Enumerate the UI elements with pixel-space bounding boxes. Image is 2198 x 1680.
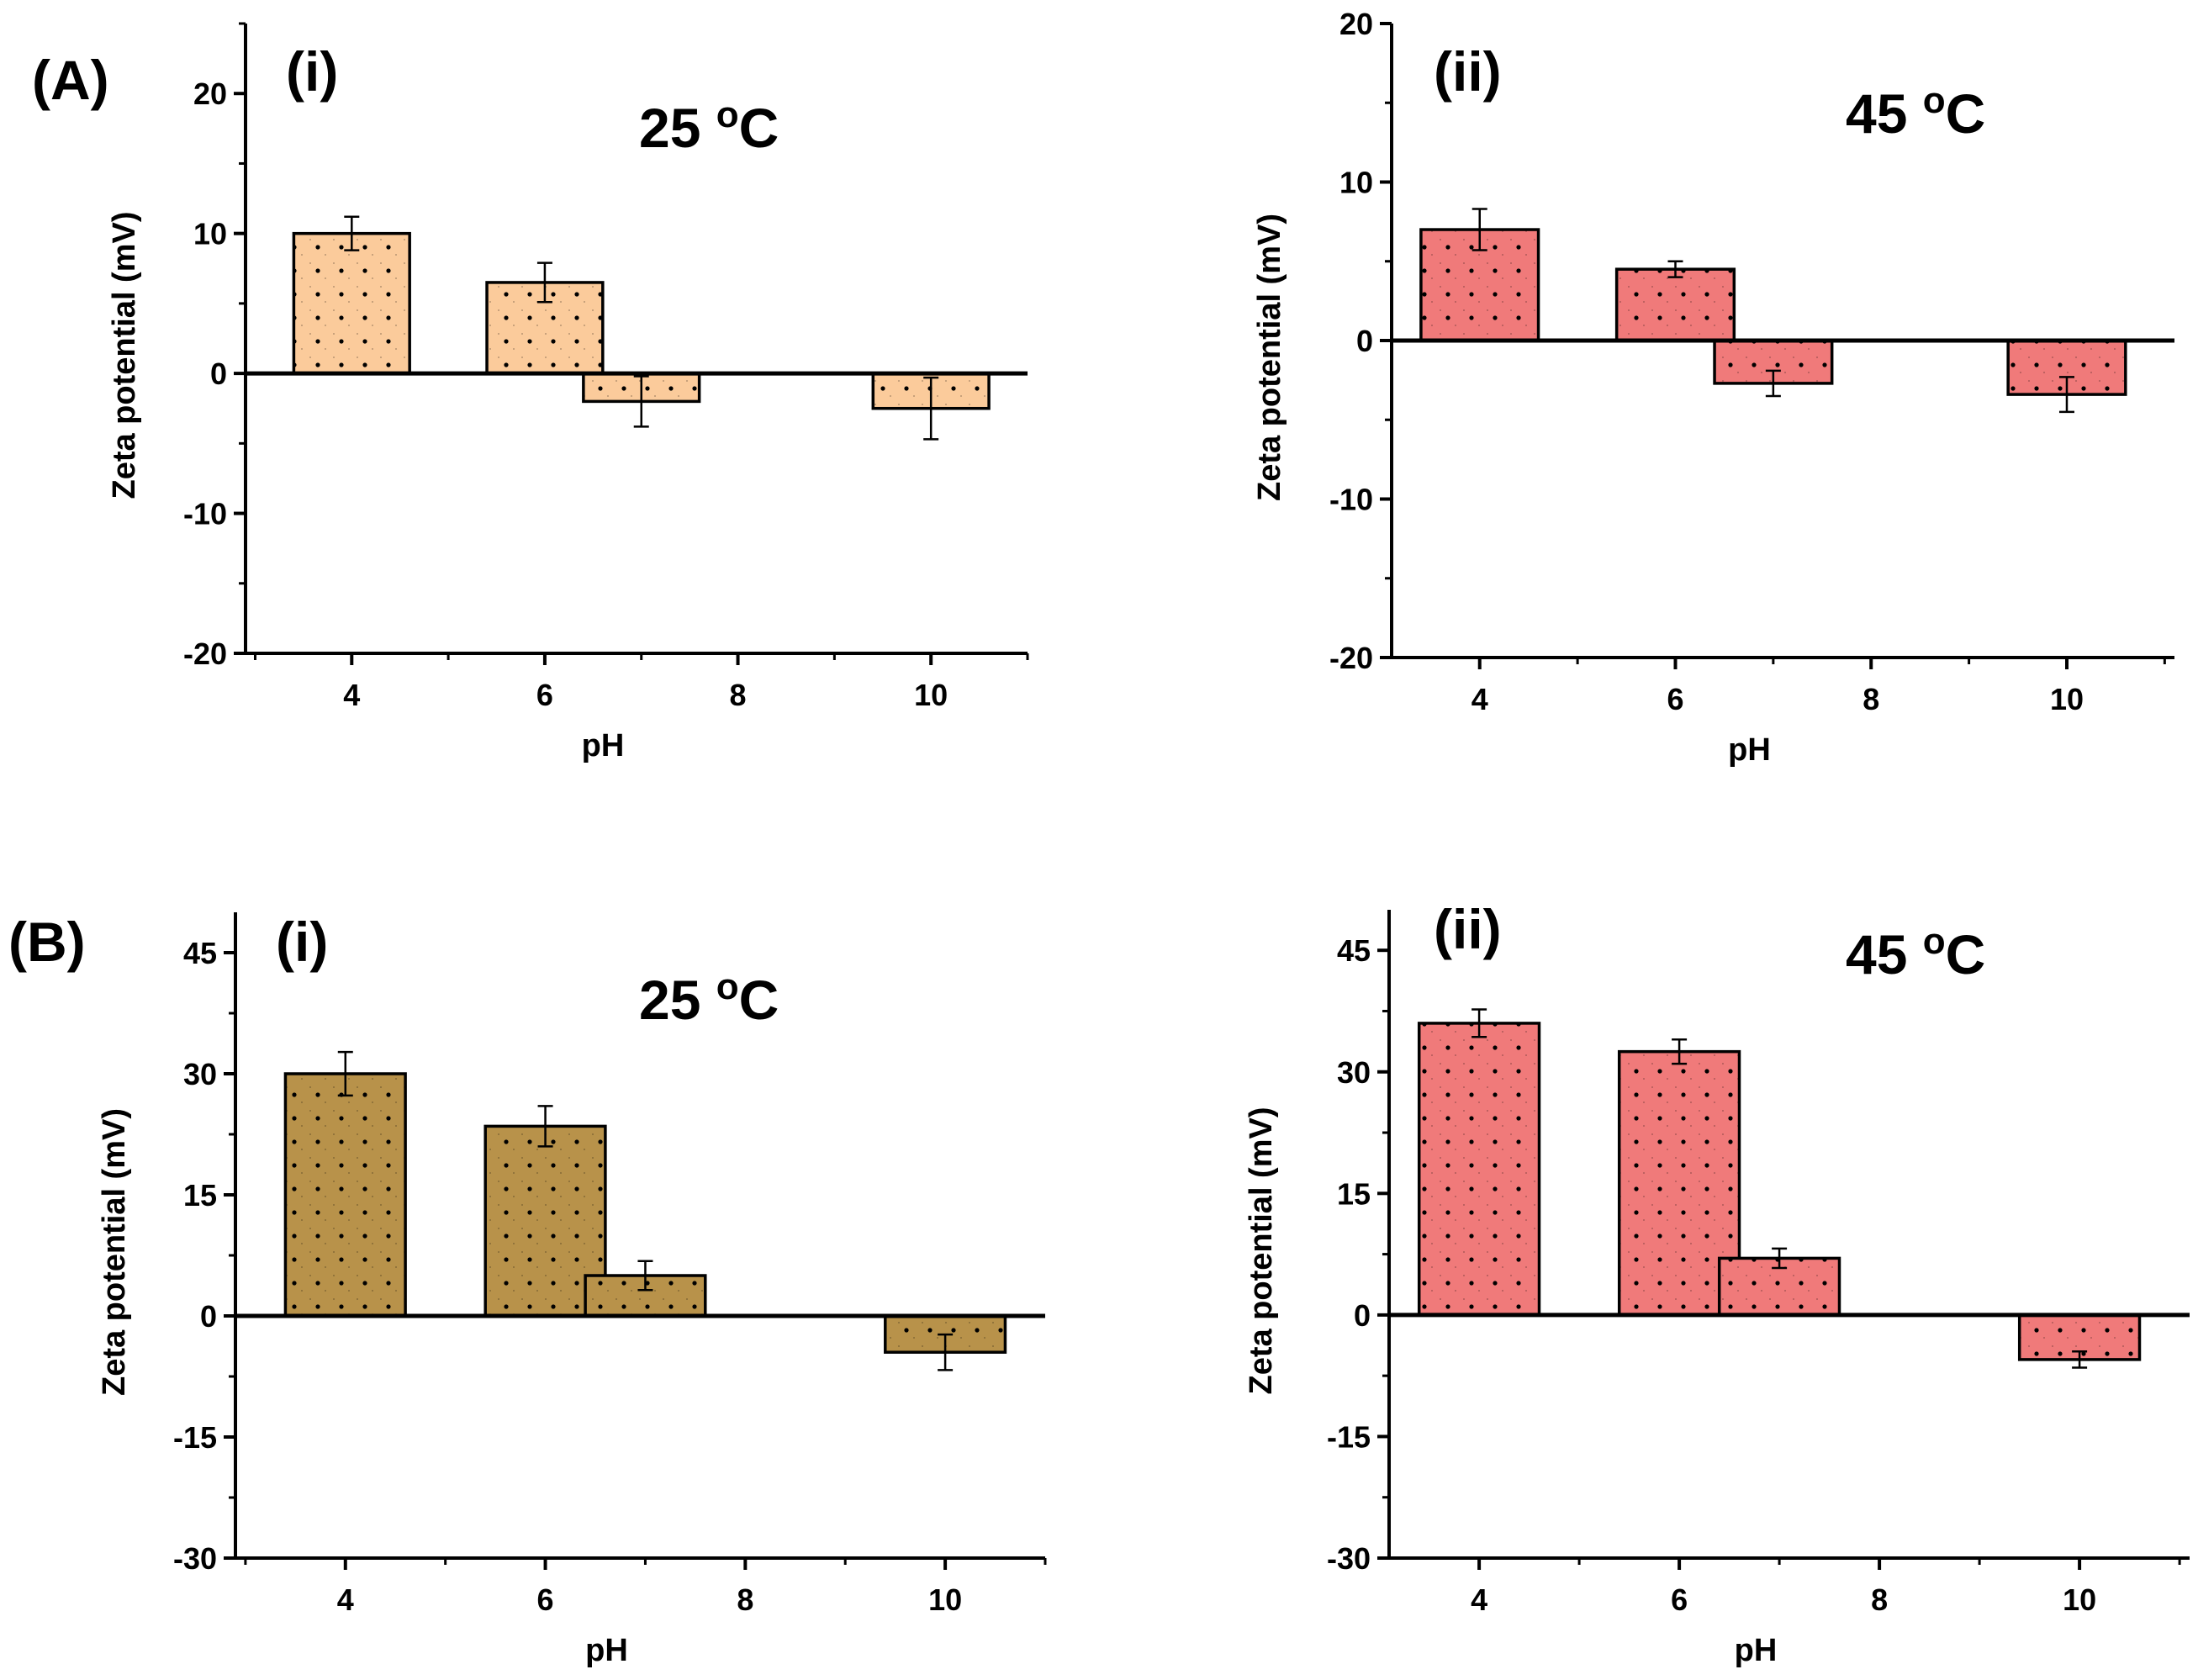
temperature-label: 25 oC bbox=[639, 94, 779, 159]
y-tick-label: 15 bbox=[183, 1178, 217, 1212]
error-bar-ph-6 bbox=[536, 262, 552, 304]
x-tick-label: 6 bbox=[1667, 682, 1683, 716]
x-tick-label: 8 bbox=[1871, 1582, 1888, 1617]
temperature-label: 45 oC bbox=[1846, 921, 1985, 985]
x-tick-label: 8 bbox=[737, 1582, 753, 1617]
y-axis-title: Zeta potential (mV) bbox=[1244, 1107, 1279, 1394]
sub-panel-label: (ii) bbox=[1434, 40, 1502, 103]
chart-2: -20 -10 0 10 20 4 6 8 10 pH Zeta potential (mV) (ii… bbox=[1252, 7, 2174, 768]
y-tick-label: 45 bbox=[1337, 933, 1371, 968]
bar-ph-4 bbox=[292, 231, 411, 375]
y-tick-label: -20 bbox=[183, 637, 227, 671]
error-bar-ph-4 bbox=[344, 215, 360, 251]
error-bar-ph-4 bbox=[337, 1050, 353, 1097]
error-bar-ph-7 bbox=[1772, 1247, 1788, 1270]
y-tick-label: 0 bbox=[210, 357, 227, 391]
bar-ph-6 bbox=[1614, 267, 1736, 342]
chart-panels: -20 -10 0 10 20 4 6 8 10 pH Zeta potential (mV) (i)… bbox=[97, 7, 2190, 1668]
y-axis-title: Zeta potential (mV) bbox=[97, 1108, 132, 1396]
error-bar-ph-10 bbox=[2058, 376, 2074, 414]
y-tick-label: 0 bbox=[200, 1299, 217, 1334]
y-tick-label: 10 bbox=[193, 217, 227, 251]
x-tick-label: 10 bbox=[914, 678, 948, 712]
y-axis-title: Zeta potential (mV) bbox=[107, 211, 142, 499]
temperature-label: 25 oC bbox=[639, 966, 779, 1031]
y-tick-label: -10 bbox=[1329, 483, 1373, 517]
y-tick-label: 0 bbox=[1354, 1298, 1371, 1333]
x-axis-title: pH bbox=[1735, 1633, 1778, 1668]
error-bar-ph-6 bbox=[1672, 1038, 1688, 1065]
error-bar-ph-10 bbox=[2072, 1350, 2088, 1369]
x-tick-label: 10 bbox=[928, 1582, 962, 1617]
y-tick-label: 15 bbox=[1337, 1176, 1371, 1211]
y-tick-label: -15 bbox=[1327, 1419, 1371, 1454]
x-tick-label: 10 bbox=[2063, 1582, 2096, 1617]
y-tick-label: 20 bbox=[1339, 7, 1373, 41]
x-axis-title: pH bbox=[585, 1633, 628, 1668]
y-tick-label: 45 bbox=[183, 936, 217, 970]
y-tick-label: 20 bbox=[193, 77, 227, 111]
temperature-label: 45 oC bbox=[1846, 80, 1985, 145]
chart-3: -30 -15 0 15 30 45 4 6 8 10 pH Zeta potential (mV) (… bbox=[97, 911, 1047, 1668]
panel-label-a: (A) bbox=[32, 49, 109, 111]
bar-ph-6 bbox=[1617, 1049, 1741, 1317]
x-tick-label: 6 bbox=[1671, 1582, 1688, 1617]
y-tick-label: -30 bbox=[1327, 1541, 1371, 1576]
x-tick-label: 10 bbox=[2050, 682, 2084, 716]
error-bar-ph-4 bbox=[1471, 208, 1487, 251]
panel-label-b: (B) bbox=[8, 911, 86, 973]
error-bar-ph-7 bbox=[637, 1260, 653, 1292]
error-bar-ph-6 bbox=[537, 1105, 553, 1148]
y-tick-label: -20 bbox=[1329, 641, 1373, 675]
y-tick-label: -15 bbox=[173, 1420, 217, 1455]
bar-ph-4 bbox=[1417, 1022, 1541, 1317]
error-bar-ph-10 bbox=[923, 376, 939, 441]
y-tick-label: 30 bbox=[1337, 1055, 1371, 1090]
chart-1: -20 -10 0 10 20 4 6 8 10 pH Zeta potential (mV) (i)… bbox=[107, 22, 1029, 763]
y-tick-label: -10 bbox=[183, 497, 227, 531]
y-tick-label: 0 bbox=[1356, 324, 1373, 358]
chart-4: -30 -15 0 15 30 45 4 6 8 10 pH Zeta potential (mV) (… bbox=[1244, 898, 2190, 1668]
x-tick-label: 4 bbox=[337, 1582, 354, 1617]
x-axis-title: pH bbox=[582, 728, 625, 763]
x-tick-label: 8 bbox=[730, 678, 747, 712]
x-tick-label: 6 bbox=[536, 678, 553, 712]
y-axis-title: Zeta potential (mV) bbox=[1252, 214, 1287, 501]
x-tick-label: 6 bbox=[537, 1582, 554, 1617]
error-bar-ph-10 bbox=[938, 1333, 954, 1371]
x-tick-label: 4 bbox=[1471, 1582, 1487, 1617]
error-bar-ph-6 bbox=[1667, 260, 1683, 278]
x-tick-label: 4 bbox=[1471, 682, 1488, 716]
x-axis-title: pH bbox=[1728, 732, 1771, 768]
y-tick-label: 30 bbox=[183, 1057, 217, 1091]
error-bar-ph-7 bbox=[633, 375, 649, 428]
sub-panel-label: (i) bbox=[276, 911, 328, 973]
y-tick-label: 10 bbox=[1339, 166, 1373, 200]
x-tick-label: 4 bbox=[343, 678, 360, 712]
error-bar-ph-7 bbox=[1765, 369, 1781, 398]
sub-panel-label: (i) bbox=[286, 40, 338, 103]
x-tick-label: 8 bbox=[1862, 682, 1879, 716]
sub-panel-label: (ii) bbox=[1434, 898, 1502, 960]
error-bar-ph-4 bbox=[1471, 1008, 1487, 1038]
bar-ph-4 bbox=[283, 1072, 407, 1318]
y-tick-label: -30 bbox=[173, 1541, 217, 1576]
